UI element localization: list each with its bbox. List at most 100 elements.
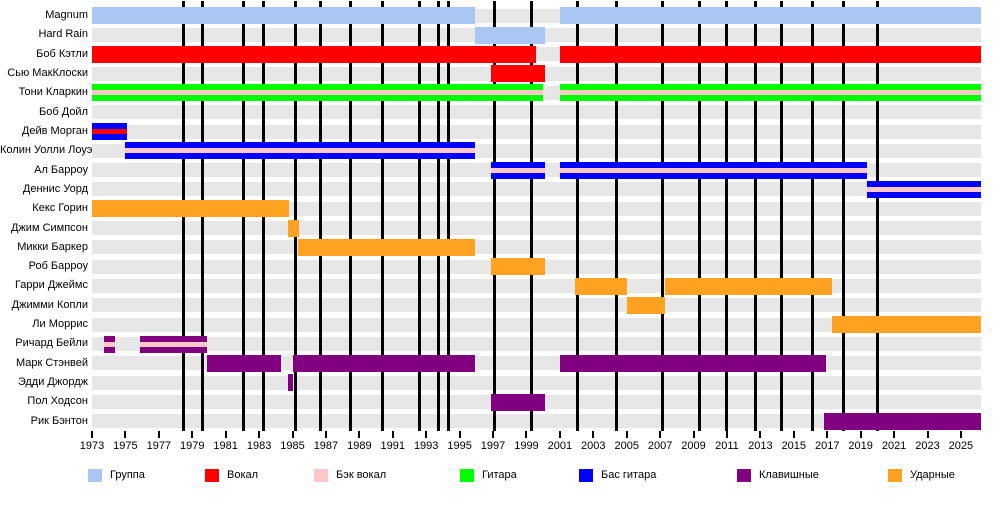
row-label: Джимми Копли (11, 298, 88, 311)
bar-layer-keyboards (103, 346, 116, 353)
row-label: Марк Стэнвей (15, 356, 88, 369)
album-release-line (447, 1, 451, 432)
axis-tick (391, 431, 394, 439)
member-bar (92, 45, 537, 63)
member-bar (292, 354, 475, 372)
bar-layer-backing (140, 341, 208, 347)
row-label: Сью МакКлоски (7, 66, 88, 79)
bar-layer-guitar (559, 95, 981, 102)
axis-tick (792, 431, 795, 439)
album-release-line (293, 1, 297, 432)
axis-tick-label: 1993 (413, 440, 439, 453)
member-bar (559, 354, 826, 372)
album-release-line (318, 1, 322, 432)
bar-layer-bass (867, 181, 981, 188)
bar-layer-vocals (92, 129, 128, 135)
member-bar (559, 45, 981, 63)
member-bar (491, 393, 545, 411)
row-label: Тони Кларкин (18, 86, 88, 99)
album-release-line (529, 1, 533, 432)
bar-layer-guitar (559, 84, 981, 91)
bar-layer-keyboards (292, 354, 475, 372)
row-band (92, 201, 981, 216)
bar-layer-keyboards (140, 335, 208, 342)
member-bar (574, 277, 627, 295)
row-label: Боб Кэтли (36, 47, 88, 60)
axis-tick-label: 2007 (647, 440, 673, 453)
member-bar (559, 7, 981, 25)
bar-layer-keyboards (140, 346, 208, 353)
bar-layer-vocals (92, 45, 537, 63)
bar-layer-group (559, 7, 981, 25)
legend-swatch-group (88, 469, 102, 482)
member-bar (103, 335, 116, 353)
bar-layer-bass (491, 161, 545, 168)
bar-layer-keyboards (491, 393, 545, 411)
member-bar (287, 219, 300, 237)
axis-tick (124, 431, 127, 439)
axis-tick-label: 2011 (715, 440, 739, 453)
member-bar (92, 200, 290, 218)
axis-tick (91, 431, 93, 439)
album-release-line (348, 1, 352, 432)
axis-tick (324, 431, 327, 439)
member-bar (474, 26, 545, 44)
bar-layer-drums (832, 316, 981, 334)
bar-layer-drums (574, 277, 627, 295)
member-bar (626, 297, 666, 314)
axis-tick-label: 1995 (447, 440, 472, 453)
axis-tick (558, 431, 561, 439)
axis-tick (625, 431, 628, 439)
bar-layer-bass (125, 153, 475, 160)
axis-tick-label: 2023 (915, 440, 940, 453)
axis-tick (926, 431, 929, 439)
row-band (92, 240, 981, 255)
axis-tick (358, 431, 361, 439)
bar-layer-drums (626, 297, 666, 314)
album-release-line (418, 1, 422, 432)
member-bar (832, 316, 981, 334)
axis-tick (291, 431, 294, 439)
axis-tick-label: 2003 (581, 440, 606, 453)
axis-tick-label: 2013 (748, 440, 773, 453)
legend-label: Бас гитара (601, 469, 657, 481)
album-release-line (725, 1, 729, 432)
axis-tick-label: 2021 (881, 440, 907, 453)
row-band (92, 182, 981, 197)
row-label: Рик Бэнтон (30, 414, 88, 427)
row-label: Кекс Горин (32, 202, 88, 215)
row-label: Джим Симпсон (11, 221, 88, 234)
bar-layer-drums (491, 258, 545, 276)
legend-label: Вокал (227, 469, 259, 481)
axis-tick (191, 431, 194, 439)
row-label: Боб Дойл (39, 105, 88, 118)
member-bar (140, 335, 208, 353)
row-label: Hard Rain (38, 28, 88, 41)
row-label: Ли Моррис (32, 318, 88, 331)
bar-layer-vocals (491, 65, 545, 83)
row-band (92, 298, 981, 313)
legend-label: Клавишные (759, 469, 819, 481)
member-bar (559, 161, 868, 179)
bar-layer-guitar (92, 84, 544, 91)
legend-label: Бэк вокал (336, 469, 387, 481)
bar-layer-bass (559, 161, 868, 168)
row-label: Эдди Джордж (17, 376, 88, 389)
row-band (92, 317, 981, 332)
legend-label: Гитара (482, 469, 517, 481)
album-release-line (575, 1, 579, 432)
album-release-line (661, 1, 665, 432)
axis-tick (759, 431, 762, 439)
axis-tick-label: 2019 (848, 440, 873, 453)
axis-tick (492, 431, 495, 439)
member-bar (867, 181, 981, 199)
axis-tick-label: 1979 (180, 440, 205, 453)
album-release-line (697, 1, 701, 432)
axis-tick-label: 1991 (380, 440, 405, 453)
axis-tick-label: 1987 (313, 440, 339, 453)
album-release-line (615, 1, 619, 432)
bar-layer-bass (491, 172, 545, 179)
row-label: Роб Барроу (28, 260, 88, 273)
bar-layer-bass (125, 142, 475, 149)
axis-tick-label: 1989 (347, 440, 372, 453)
